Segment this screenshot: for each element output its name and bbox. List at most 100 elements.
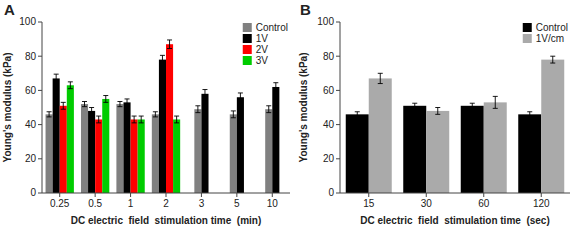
bar (272, 87, 279, 193)
legend-swatch (243, 45, 252, 54)
error-bar (117, 102, 122, 107)
plot-area (46, 40, 280, 193)
x-tick (368, 193, 369, 197)
y-tick (38, 158, 42, 159)
x-tick (236, 193, 237, 197)
plot-area (346, 56, 565, 193)
y-tick (336, 158, 340, 159)
error-bar (273, 83, 278, 92)
error-bar (47, 112, 52, 117)
y-tick (38, 56, 42, 57)
x-axis-label: DC electric field stimulation time (min) (71, 215, 262, 226)
x-tick (95, 193, 96, 197)
error-bar (493, 96, 498, 108)
x-tick-label: 1 (128, 198, 134, 209)
y-axis-line (42, 22, 43, 193)
x-tick (201, 193, 202, 197)
x-tick-label: 120 (533, 198, 550, 209)
bar (403, 106, 426, 193)
y-tick-label: 40 (323, 119, 335, 130)
bar (346, 114, 369, 193)
x-tick (59, 193, 60, 197)
error-bar (89, 108, 94, 115)
x-tick-label: 60 (478, 198, 490, 209)
error-bar (195, 106, 200, 113)
error-bar (82, 102, 87, 107)
y-tick-label: 80 (323, 51, 335, 62)
error-bar (355, 112, 360, 117)
legend-swatch (243, 23, 252, 32)
bar (166, 44, 173, 193)
error-bar (132, 116, 137, 123)
bar (46, 114, 53, 193)
y-tick-label: 60 (323, 85, 335, 96)
y-tick (336, 193, 340, 194)
panel-title: B (300, 1, 311, 18)
bar (461, 106, 484, 193)
bar (81, 104, 88, 193)
x-axis-line (340, 193, 570, 194)
error-bar (527, 112, 532, 117)
error-bar (160, 55, 165, 64)
bar (541, 60, 564, 193)
legend-swatch (523, 34, 532, 43)
bar (265, 109, 272, 193)
y-tick (336, 22, 340, 23)
error-bar (139, 116, 144, 123)
error-bar (231, 111, 236, 118)
bar (201, 94, 208, 193)
y-tick-label: 100 (19, 16, 36, 27)
error-bar (61, 102, 66, 109)
bar (484, 102, 507, 193)
x-tick-label: 10 (267, 198, 279, 209)
legend-label: 1V (256, 33, 269, 44)
error-bar (125, 99, 130, 106)
legend-label: 3V (256, 55, 269, 66)
legend-label: Control (256, 22, 288, 33)
x-tick (166, 193, 167, 197)
bar (95, 119, 102, 193)
legend-swatch (243, 34, 252, 43)
error-bar (54, 74, 59, 83)
bar (102, 99, 109, 193)
bar (152, 114, 159, 193)
y-tick (38, 193, 42, 194)
bar (237, 97, 244, 193)
bar (131, 119, 138, 193)
figure: A020406080100Young's modulus (kPa)0.250.… (0, 0, 577, 229)
error-bar (470, 103, 475, 108)
error-bar (96, 116, 101, 123)
legend-label: 1V/cm (536, 33, 564, 44)
error-bar (103, 96, 108, 103)
bar (426, 111, 449, 193)
y-axis-label: Young's modulus (kPa) (298, 53, 309, 163)
legend-swatch (243, 56, 252, 65)
error-bar (68, 82, 73, 89)
legend: Control1V2V3V (243, 22, 288, 66)
x-tick-label: 30 (421, 198, 433, 209)
bar (138, 119, 145, 193)
x-tick-label: 0.5 (88, 198, 102, 209)
x-tick (483, 193, 484, 197)
bar (67, 85, 74, 193)
y-tick (38, 90, 42, 91)
y-tick-label: 0 (30, 187, 36, 198)
x-axis-label: DC electric field stimulation time (sec) (360, 215, 550, 226)
bar (116, 104, 123, 193)
bar (159, 60, 166, 193)
legend: Control1V/cm (523, 22, 568, 44)
x-tick-label: 2 (163, 198, 169, 209)
bar (518, 114, 541, 193)
y-axis-label: Young's modulus (kPa) (2, 53, 13, 163)
error-bar (238, 93, 243, 102)
y-tick (336, 124, 340, 125)
y-tick-label: 20 (323, 153, 335, 164)
error-bar (412, 103, 417, 108)
bar (369, 78, 392, 193)
error-bar (550, 56, 555, 63)
legend-label: 2V (256, 44, 269, 55)
y-tick-label: 40 (25, 119, 37, 130)
bar (60, 106, 67, 193)
y-tick (336, 90, 340, 91)
bar (173, 119, 180, 193)
